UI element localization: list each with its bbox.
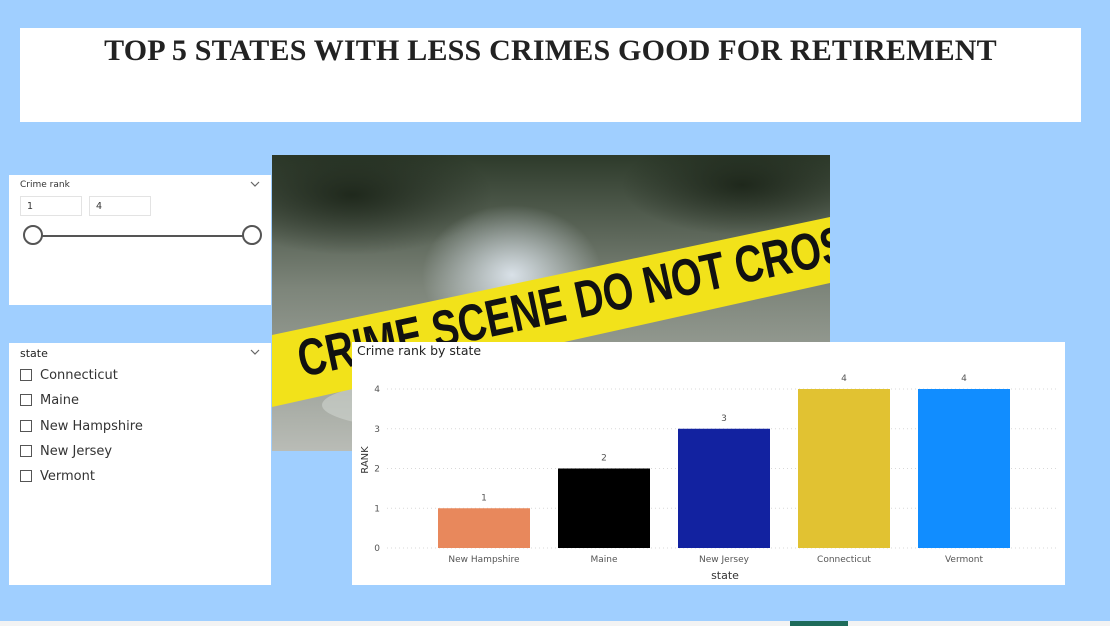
data-label: 2	[601, 454, 607, 464]
slicer-title: state	[20, 347, 48, 360]
data-label: 1	[481, 493, 487, 503]
title-banner: TOP 5 STATES WITH LESS CRIMES GOOD FOR R…	[20, 28, 1081, 122]
chevron-down-icon[interactable]	[249, 346, 261, 358]
x-tick-label: Connecticut	[817, 555, 871, 565]
range-min-handle[interactable]	[23, 225, 43, 245]
y-tick-label: 0	[374, 544, 380, 554]
state-slicer[interactable]: state Connecticut Maine New Hampshire Ne…	[9, 343, 271, 585]
bar-chart-svg: 0 1 2 3 4 1 New Hampshire 2 Maine 3 New Jersey 4 Con…	[360, 374, 1057, 582]
state-option[interactable]: New Jersey	[20, 441, 112, 461]
x-tick-label: New Jersey	[699, 555, 750, 565]
data-label: 4	[841, 374, 847, 384]
crime-rank-chart[interactable]: Crime rank by state 0 1 2 3 4 1 New Hampshire 2…	[352, 342, 1065, 585]
checkbox[interactable]	[20, 445, 32, 457]
bar[interactable]	[558, 468, 650, 549]
data-label: 3	[721, 414, 727, 424]
range-min-input[interactable]: 1	[20, 196, 82, 216]
y-tick-label: 1	[374, 504, 380, 514]
data-label: 4	[961, 374, 967, 384]
y-tick-label: 3	[374, 425, 380, 435]
page-tab-bar[interactable]	[0, 621, 1110, 626]
y-axis-label: RANK	[360, 446, 371, 474]
state-option-label: New Jersey	[40, 443, 113, 459]
x-tick-label: Maine	[590, 555, 617, 565]
state-option-label: Maine	[40, 392, 80, 408]
bar[interactable]	[798, 389, 890, 548]
y-tick-label: 2	[374, 465, 380, 475]
range-max-handle[interactable]	[242, 225, 262, 245]
range-max-input[interactable]: 4	[89, 196, 151, 216]
checkbox[interactable]	[20, 420, 32, 432]
bar[interactable]	[918, 389, 1010, 548]
crime-rank-slicer[interactable]: Crime rank 1 4	[9, 175, 271, 305]
state-option[interactable]: Vermont	[20, 466, 95, 486]
page-title: TOP 5 STATES WITH LESS CRIMES GOOD FOR R…	[104, 34, 997, 67]
checkbox[interactable]	[20, 369, 32, 381]
state-option[interactable]: Maine	[20, 390, 79, 410]
state-option[interactable]: Connecticut	[20, 365, 118, 385]
range-track[interactable]	[33, 235, 253, 237]
active-page-tab[interactable]	[790, 621, 848, 626]
checkbox[interactable]	[20, 470, 32, 482]
x-tick-label: Vermont	[945, 555, 984, 565]
chart-title: Crime rank by state	[357, 343, 482, 358]
y-tick-label: 4	[374, 385, 380, 395]
bar[interactable]	[678, 428, 770, 548]
slicer-title: Crime rank	[20, 180, 70, 190]
chevron-down-icon[interactable]	[249, 178, 261, 190]
checkbox[interactable]	[20, 394, 32, 406]
x-axis-label: state	[711, 569, 739, 582]
bar[interactable]	[438, 508, 530, 548]
state-option-label: Connecticut	[40, 367, 118, 383]
state-option-label: New Hampshire	[40, 418, 143, 434]
x-tick-label: New Hampshire	[448, 555, 520, 565]
state-option-label: Vermont	[40, 468, 95, 484]
state-option[interactable]: New Hampshire	[20, 416, 143, 436]
